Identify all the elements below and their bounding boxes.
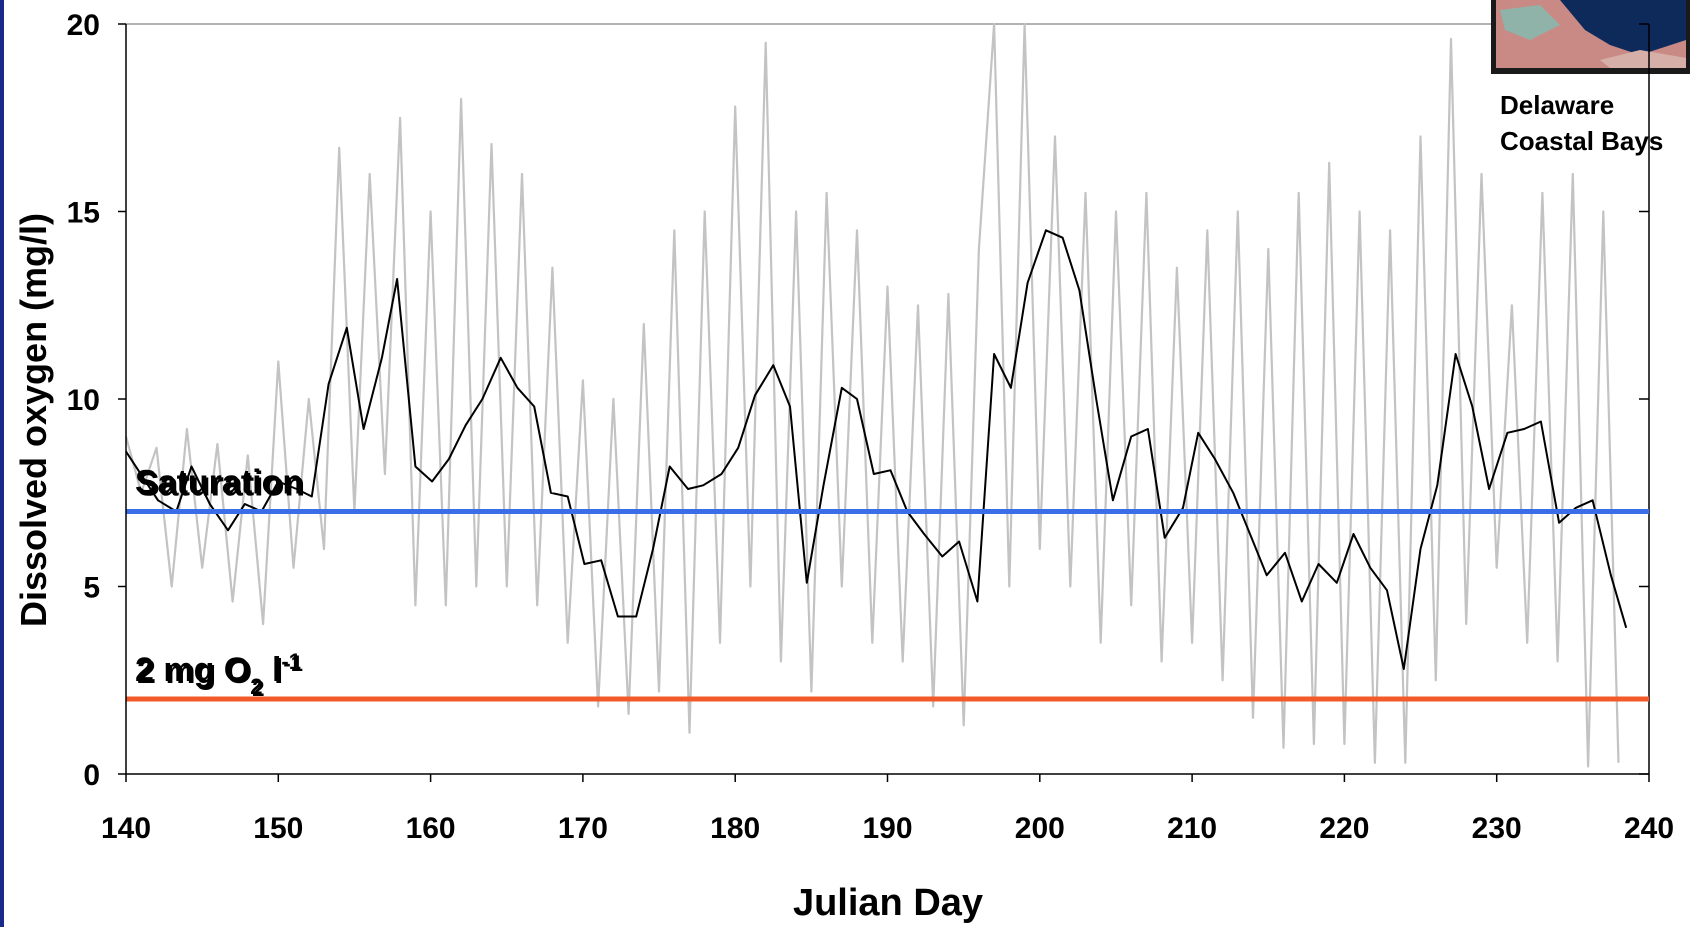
data-line — [125, 229, 1628, 670]
x-tick-label: 150 — [253, 812, 303, 845]
y-tick-label: 10 — [67, 384, 100, 417]
data-line — [124, 22, 1620, 768]
reference-label: 2 mg O2 l-1 — [135, 649, 301, 699]
reference-label-part: Saturation — [135, 464, 303, 502]
reference-label-part: 2 mg O — [135, 651, 250, 689]
reference-label-part: Saturation — [137, 466, 305, 504]
x-tick-label: 160 — [406, 812, 456, 845]
reference-label-part: 2 — [250, 674, 262, 699]
reference-label-part: -1 — [281, 649, 301, 674]
x-tick-label: 240 — [1624, 812, 1674, 845]
x-tick-label: 140 — [101, 812, 151, 845]
x-tick-label: 230 — [1472, 812, 1522, 845]
x-tick-label: 220 — [1319, 812, 1369, 845]
reference-label: Saturation — [135, 464, 303, 502]
x-tick-label: 180 — [710, 812, 760, 845]
reference-label: 2 mg O2 l-1 — [137, 651, 303, 701]
inset-caption: Coastal Bays — [1500, 126, 1663, 156]
x-tick-label: 210 — [1167, 812, 1217, 845]
reference-label: Saturation — [137, 466, 305, 504]
reference-label-part: l — [263, 651, 282, 689]
reference-label-part: 2 mg O — [137, 653, 252, 691]
y-axis-title: Dissolved oxygen (mg/l) — [13, 213, 54, 627]
x-axis-title: Julian Day — [793, 882, 983, 924]
slide-edge — [0, 0, 4, 927]
reference-label-part: -1 — [283, 651, 303, 676]
inset-caption: Delaware — [1500, 90, 1614, 120]
x-tick-label: 190 — [862, 812, 912, 845]
inset-photo — [1491, 0, 1690, 74]
x-tick-label: 170 — [558, 812, 608, 845]
reference-label-part: 2 — [252, 676, 264, 701]
x-tick-label: 200 — [1015, 812, 1065, 845]
reference-label-part: l — [265, 653, 284, 691]
y-tick-label: 20 — [67, 9, 100, 42]
y-tick-label: 5 — [83, 572, 100, 605]
y-tick-label: 15 — [67, 197, 100, 230]
y-tick-label: 0 — [83, 759, 100, 792]
